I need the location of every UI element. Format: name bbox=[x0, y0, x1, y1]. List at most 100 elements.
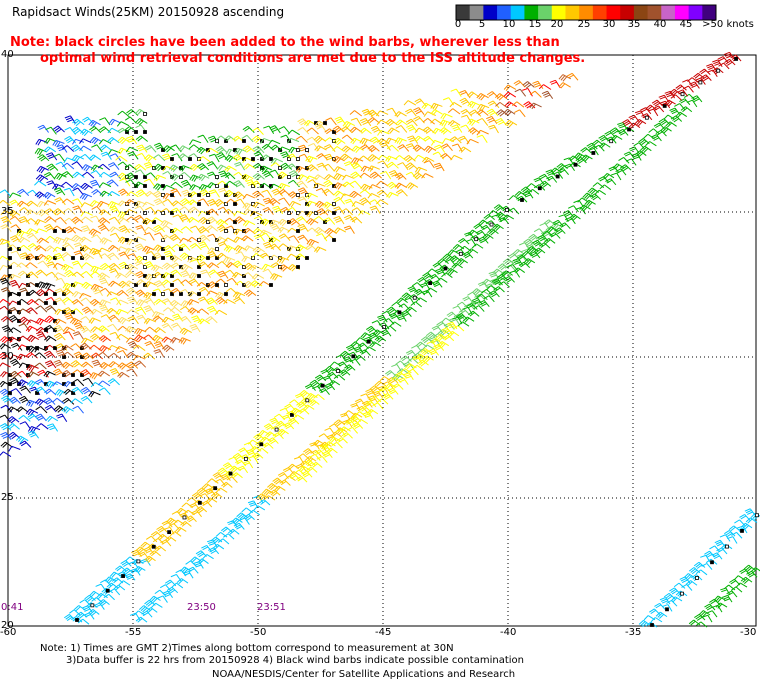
wind-barb bbox=[731, 531, 743, 539]
wind-barb bbox=[91, 144, 103, 153]
wind-barb bbox=[750, 567, 760, 574]
wind-barb bbox=[125, 325, 138, 334]
swath-time-1: 23:50 bbox=[187, 602, 216, 613]
wind-barb bbox=[186, 298, 200, 306]
wind-barb bbox=[233, 191, 246, 199]
wind-barb bbox=[384, 325, 397, 332]
wind-barb bbox=[224, 165, 237, 172]
wind-barb bbox=[296, 475, 308, 483]
wind-barb bbox=[483, 214, 495, 221]
wind-barb bbox=[333, 137, 346, 146]
contamination-marker bbox=[215, 283, 219, 287]
wind-barb bbox=[27, 430, 40, 439]
contamination-marker bbox=[143, 265, 147, 269]
contamination-marker bbox=[125, 130, 129, 134]
wind-barb bbox=[397, 162, 409, 171]
wind-barb bbox=[362, 411, 374, 420]
contamination-marker bbox=[8, 382, 12, 386]
wind-barb bbox=[359, 118, 372, 127]
wind-barb bbox=[54, 389, 68, 397]
wind-barb bbox=[34, 191, 48, 199]
wind-barb bbox=[241, 134, 254, 143]
wind-barb bbox=[367, 109, 380, 117]
wind-barb bbox=[513, 267, 526, 274]
wind-barb bbox=[504, 119, 518, 128]
wind-barb bbox=[180, 263, 193, 272]
wind-barb bbox=[0, 362, 11, 368]
wind-barb bbox=[97, 163, 111, 171]
wind-barb bbox=[513, 80, 526, 88]
wind-barb bbox=[143, 297, 156, 306]
wind-barb bbox=[314, 246, 327, 253]
wind-barb bbox=[35, 386, 48, 394]
wind-barb bbox=[88, 609, 100, 617]
wind-barb bbox=[116, 299, 129, 306]
wind-barb bbox=[461, 114, 472, 124]
wind-barb bbox=[468, 310, 480, 317]
wind-barb bbox=[558, 82, 571, 89]
wind-barb bbox=[314, 200, 328, 209]
wind-barb bbox=[460, 124, 472, 133]
wind-barb bbox=[493, 204, 506, 212]
wind-barb bbox=[117, 110, 130, 118]
wind-barb bbox=[522, 87, 533, 97]
wind-barb bbox=[91, 597, 103, 603]
color-scale-label: 35 bbox=[627, 19, 641, 30]
wind-barb bbox=[283, 422, 295, 430]
wind-barb bbox=[313, 174, 326, 181]
wind-barb bbox=[311, 461, 323, 468]
wind-barb bbox=[108, 226, 122, 233]
wind-barb bbox=[89, 333, 103, 341]
wind-barb bbox=[321, 450, 333, 459]
wind-barb bbox=[229, 465, 241, 473]
wind-barb bbox=[263, 423, 275, 431]
wind-barb bbox=[216, 164, 230, 171]
wind-barb bbox=[117, 371, 130, 379]
wind-barb bbox=[153, 174, 167, 182]
wind-barb bbox=[0, 224, 12, 233]
wind-barb bbox=[62, 162, 75, 170]
wind-barb bbox=[207, 251, 219, 260]
wind-barb bbox=[64, 614, 76, 621]
wind-barb bbox=[384, 382, 397, 390]
wind-barb bbox=[144, 281, 157, 288]
wind-barb bbox=[71, 138, 85, 145]
color-scale-swatch bbox=[538, 5, 553, 20]
wind-barb bbox=[79, 192, 93, 201]
wind-barb bbox=[170, 269, 183, 277]
wind-barb bbox=[153, 349, 165, 358]
wind-barb bbox=[270, 157, 284, 165]
contamination-marker bbox=[53, 229, 57, 233]
wind-barb bbox=[180, 179, 193, 188]
wind-barb bbox=[127, 253, 139, 262]
wind-barb bbox=[376, 180, 389, 187]
wind-barb bbox=[315, 187, 328, 197]
wind-barb bbox=[196, 487, 209, 495]
contamination-marker bbox=[296, 157, 300, 161]
wind-barb bbox=[295, 244, 308, 252]
wind-barb bbox=[115, 308, 128, 316]
wind-barb bbox=[233, 180, 245, 188]
wind-barb bbox=[462, 251, 474, 259]
footer-note-1: Note: 1) Times are GMT 2)Times along bot… bbox=[40, 643, 454, 654]
wind-barb bbox=[356, 418, 369, 425]
wind-barb bbox=[276, 256, 290, 264]
wind-barb bbox=[25, 307, 38, 315]
wind-barb bbox=[451, 124, 463, 133]
wind-barb bbox=[462, 316, 475, 323]
wind-barb bbox=[179, 214, 191, 223]
contamination-marker bbox=[143, 184, 147, 188]
wind-barb bbox=[476, 109, 489, 116]
wind-barb bbox=[306, 164, 319, 172]
contamination-marker bbox=[197, 500, 202, 505]
wind-barb bbox=[374, 335, 387, 343]
wind-barb bbox=[459, 89, 471, 99]
wind-barb bbox=[730, 586, 743, 593]
wind-barb bbox=[410, 301, 422, 308]
wind-barb bbox=[278, 264, 292, 272]
wind-barb bbox=[16, 200, 30, 208]
contamination-marker bbox=[224, 229, 228, 233]
wind-barb bbox=[180, 226, 193, 233]
contamination-marker bbox=[591, 151, 596, 155]
wind-barb bbox=[413, 135, 427, 142]
